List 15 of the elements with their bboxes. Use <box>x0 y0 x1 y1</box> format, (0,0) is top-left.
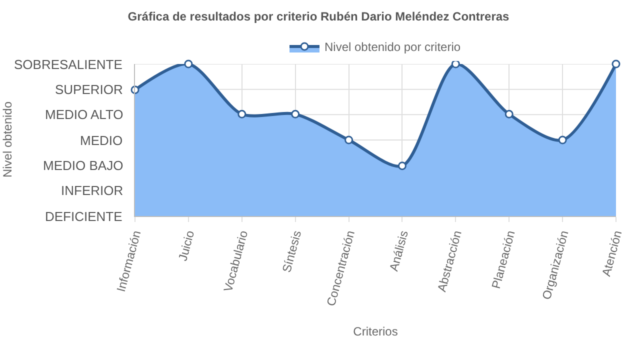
text: MEDIO ALTO <box>45 107 124 122</box>
text: SOBRESALIENTE <box>14 57 123 72</box>
x-tick-label: Atención <box>599 229 625 278</box>
x-tick-label: Síntesis <box>279 229 304 274</box>
text: MEDIO BAJO <box>43 158 124 173</box>
text: INFERIOR <box>61 183 124 198</box>
chart-title: Gráfica de resultados por criterio Rubén Dario Meléndez Contreras <box>128 10 510 24</box>
x-tick-label: Juicio <box>176 228 198 262</box>
legend-label: Nivel obtenido por criterio <box>324 40 461 54</box>
text: Nivel obtenido <box>0 101 15 178</box>
x-axis-title: Criterios <box>353 324 398 338</box>
text: DEFICIENTE <box>45 209 123 224</box>
x-tick-label: Análisis <box>386 229 411 273</box>
text: SUPERIOR <box>55 82 123 97</box>
text: MEDIO <box>80 133 123 148</box>
